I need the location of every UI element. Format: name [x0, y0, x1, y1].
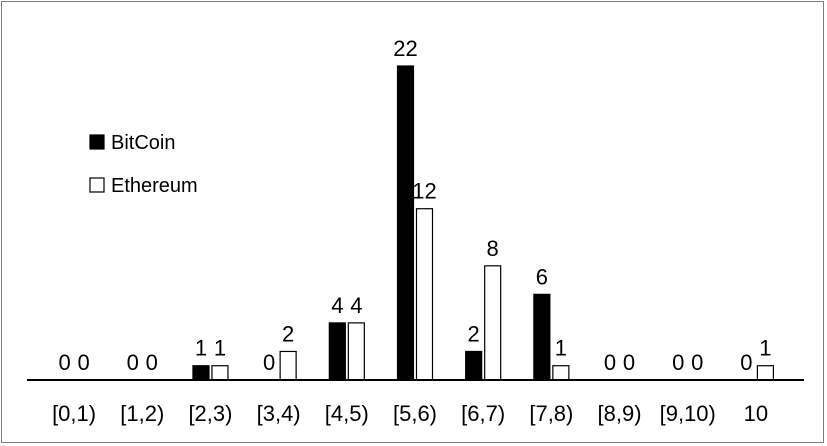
value-label-bitcoin-7: 6	[536, 264, 548, 289]
x-tick-label-10: 10	[744, 401, 768, 426]
bar-ethereum-10	[756, 365, 775, 381]
bar-ethereum-6	[484, 265, 502, 381]
value-label-ethereum-6: 8	[487, 236, 499, 261]
value-label-ethereum-5: 12	[412, 179, 436, 204]
value-label-ethereum-0: 0	[77, 350, 89, 375]
bar-bitcoin-4	[328, 322, 346, 381]
value-label-ethereum-10: 1	[759, 336, 771, 361]
value-label-ethereum-4: 4	[350, 293, 362, 318]
bar-bitcoin-6	[465, 350, 483, 381]
bar-ethereum-5	[415, 208, 434, 381]
x-tick-label-7: [7,8)	[529, 401, 573, 426]
x-tick-label-2: [2,3)	[188, 401, 232, 426]
bar-ethereum-2	[211, 365, 229, 381]
bar-bitcoin-7	[533, 293, 551, 381]
value-label-bitcoin-3: 0	[263, 350, 275, 375]
value-label-ethereum-3: 2	[282, 321, 294, 346]
x-tick-label-3: [3,4)	[257, 401, 301, 426]
value-label-bitcoin-9: 0	[672, 350, 684, 375]
value-label-ethereum-7: 1	[555, 336, 567, 361]
value-label-ethereum-1: 0	[146, 350, 158, 375]
value-label-ethereum-2: 1	[214, 336, 226, 361]
x-tick-label-1: [1,2)	[120, 401, 164, 426]
x-tick-label-5: [5,6)	[393, 401, 437, 426]
bar-ethereum-7	[552, 365, 570, 381]
value-label-bitcoin-2: 1	[195, 336, 207, 361]
bars-group	[192, 65, 775, 381]
value-label-bitcoin-5: 22	[393, 36, 417, 61]
bar-bitcoin-5	[396, 65, 415, 381]
value-label-bitcoin-4: 4	[331, 293, 343, 318]
x-tick-label-9: [9,10)	[660, 401, 716, 426]
bar-ethereum-3	[279, 350, 297, 381]
value-label-bitcoin-1: 0	[127, 350, 139, 375]
x-tick-label-0: [0,1)	[52, 401, 96, 426]
value-label-ethereum-9: 0	[691, 350, 703, 375]
x-tick-labels-group: [0,1) [1,2) [2,3) [3,4) [4,5) [5,6) [6,7) [7,8)…	[52, 401, 768, 426]
legend: BitCoin Ethereum	[89, 132, 198, 197]
value-label-bitcoin-8: 0	[604, 350, 616, 375]
value-label-ethereum-8: 0	[623, 350, 635, 375]
x-tick-label-8: [8,9)	[598, 401, 642, 426]
legend-label-bitcoin: BitCoin	[111, 132, 175, 154]
value-label-bitcoin-6: 2	[468, 321, 480, 346]
x-tick-label-4: [4,5)	[325, 401, 369, 426]
legend-label-ethereum: Ethereum	[111, 175, 198, 197]
legend-swatch-bitcoin	[89, 134, 105, 150]
x-tick-label-6: [6,7)	[461, 401, 505, 426]
bar-ethereum-4	[347, 322, 365, 381]
legend-swatch-ethereum	[89, 177, 105, 193]
value-label-bitcoin-10: 0	[740, 350, 752, 375]
value-label-bitcoin-0: 0	[58, 350, 70, 375]
bar-bitcoin-2	[192, 365, 210, 381]
